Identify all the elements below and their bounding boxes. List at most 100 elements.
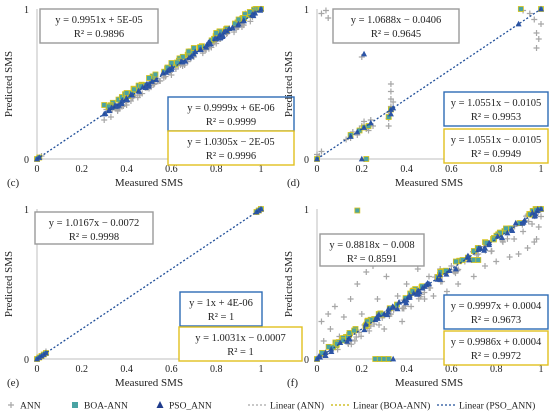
pso-ann-point [494,233,501,239]
linear-pso-ann-line [36,8,262,160]
r-squared-text: R² = 0.9972 [471,351,521,362]
ann-point [347,296,354,302]
pso-ann-point [394,305,401,312]
ann-point [322,7,329,14]
ann-point [318,318,325,325]
equation-text: y = 0.9951x + 5E-05 [55,15,142,26]
ann-point [535,36,542,42]
panel-letter: (c) [7,177,20,189]
boa-ann-point [146,75,152,81]
pso-ann-point [142,84,149,91]
boa-ann-point [179,53,186,60]
equation-box-ann: y = 1.0167x − 0.0072 R² = 0.9998 [34,211,154,245]
ann-point [426,273,432,280]
pso-ann-point [499,234,506,240]
ann-point [123,102,130,108]
ann-point [443,288,450,295]
equation-text: y = 1.0031x − 0.0007 [195,333,286,344]
boa-ann-point [517,6,524,12]
ann-point [531,16,538,23]
ann-point [482,263,488,269]
legend-label: BOA-ANN [84,402,128,412]
ann-point [354,281,361,287]
panel-c: 0 0.2 0.4 0.6 0.8 1 0 1 Measured SMS Predicted SM… [3,5,295,189]
panel-letter: (e) [7,377,20,389]
legend-label: PSO_ANN [169,402,212,412]
r-squared-text: R² = 0.9949 [471,149,521,160]
equation-box-border [178,326,303,362]
boa-ann-point [452,258,459,265]
y-tick-label: 0 [24,355,29,366]
equation-box-border [39,8,159,44]
x-tick-label: 0 [315,364,320,375]
legend-item: Linear (ANN) [248,401,324,412]
ann-point [515,251,522,257]
x-tick-label: 0.2 [76,364,89,375]
y-axis-title: Predicted SMS [283,251,295,317]
boa-ann-point [475,257,482,263]
panel-e: 0 0.2 0.4 0.6 0.8 1 0 1 Measured SMS Predicted SM… [3,205,303,389]
ann-point [538,21,544,27]
equation-text: y = 1.0551x − 0.0105 [451,98,542,109]
boa-ann-point [123,90,130,96]
pso-ann-point [504,229,511,236]
boa-ann-point [174,59,180,66]
equation-box-border [443,91,549,127]
equation-text: y = 0.9999x + 6E-06 [187,103,274,114]
x-tick-label: 0.4 [120,164,133,175]
triangle-icon [156,401,164,408]
y-tick-label: 0 [304,155,309,166]
ann-point [325,311,332,317]
equation-box-pso-ann: y = 0.9997x + 0.0004 R² = 0.9673 [443,294,549,330]
ann-point [529,221,536,227]
y-tick-label: 0 [304,355,309,366]
ann-point [533,45,540,51]
r-squared-text: R² = 0.9996 [206,151,256,162]
r-squared-text: R² = 1 [227,347,254,358]
pso-ann-point [358,155,365,162]
ann-point [361,118,368,125]
pso-ann-point [203,41,210,48]
boa-ann-point [365,123,372,129]
pso-ann-point [443,270,450,277]
y-tick-label: 1 [24,5,29,16]
y-tick-label: 1 [24,205,29,216]
ann-point [343,136,350,143]
r-squared-text: R² = 0.8591 [347,254,397,265]
linear-pso-ann-line [316,208,542,360]
equation-box-border [179,291,263,327]
x-tick-label: 0.6 [165,164,178,175]
y-tick-label: 1 [304,205,309,216]
y-tick-label: 1 [304,5,309,16]
legend-item: Linear (BOA-ANN) [331,401,430,412]
x-tick-label: 0.4 [400,364,413,375]
pso-ann-point [224,27,231,34]
ann-point [390,99,397,105]
equation-box-border [167,130,295,166]
y-axis-title: Predicted SMS [3,251,15,317]
ann-point [331,303,338,310]
pso-ann-point [519,220,526,226]
ann-point [475,251,482,257]
ann-point [168,72,175,78]
ann-point [374,296,381,302]
ann-point [353,334,360,341]
pso-ann-point [410,290,417,296]
equation-text: y = 1.0688x − 0.0406 [351,15,442,26]
boa-ann-point [490,236,497,243]
x-tick-label: 1 [259,364,264,375]
ann-point [415,295,422,302]
boa-ann-point [190,45,197,51]
pso-ann-point [486,241,493,248]
square-icon [72,402,78,408]
ann-point [340,314,347,320]
ann-point [101,117,108,123]
boa-ann-point [354,207,361,214]
panel-letter: (d) [287,177,300,189]
equation-text: y = 1x + 4E-06 [189,298,253,309]
boa-ann-point [385,356,392,362]
pso-ann-point [387,110,394,117]
x-tick-label: 1 [539,364,544,375]
legend-item: BOA-ANN [72,402,128,412]
equation-text: y = 1.0167x − 0.0072 [49,218,140,229]
